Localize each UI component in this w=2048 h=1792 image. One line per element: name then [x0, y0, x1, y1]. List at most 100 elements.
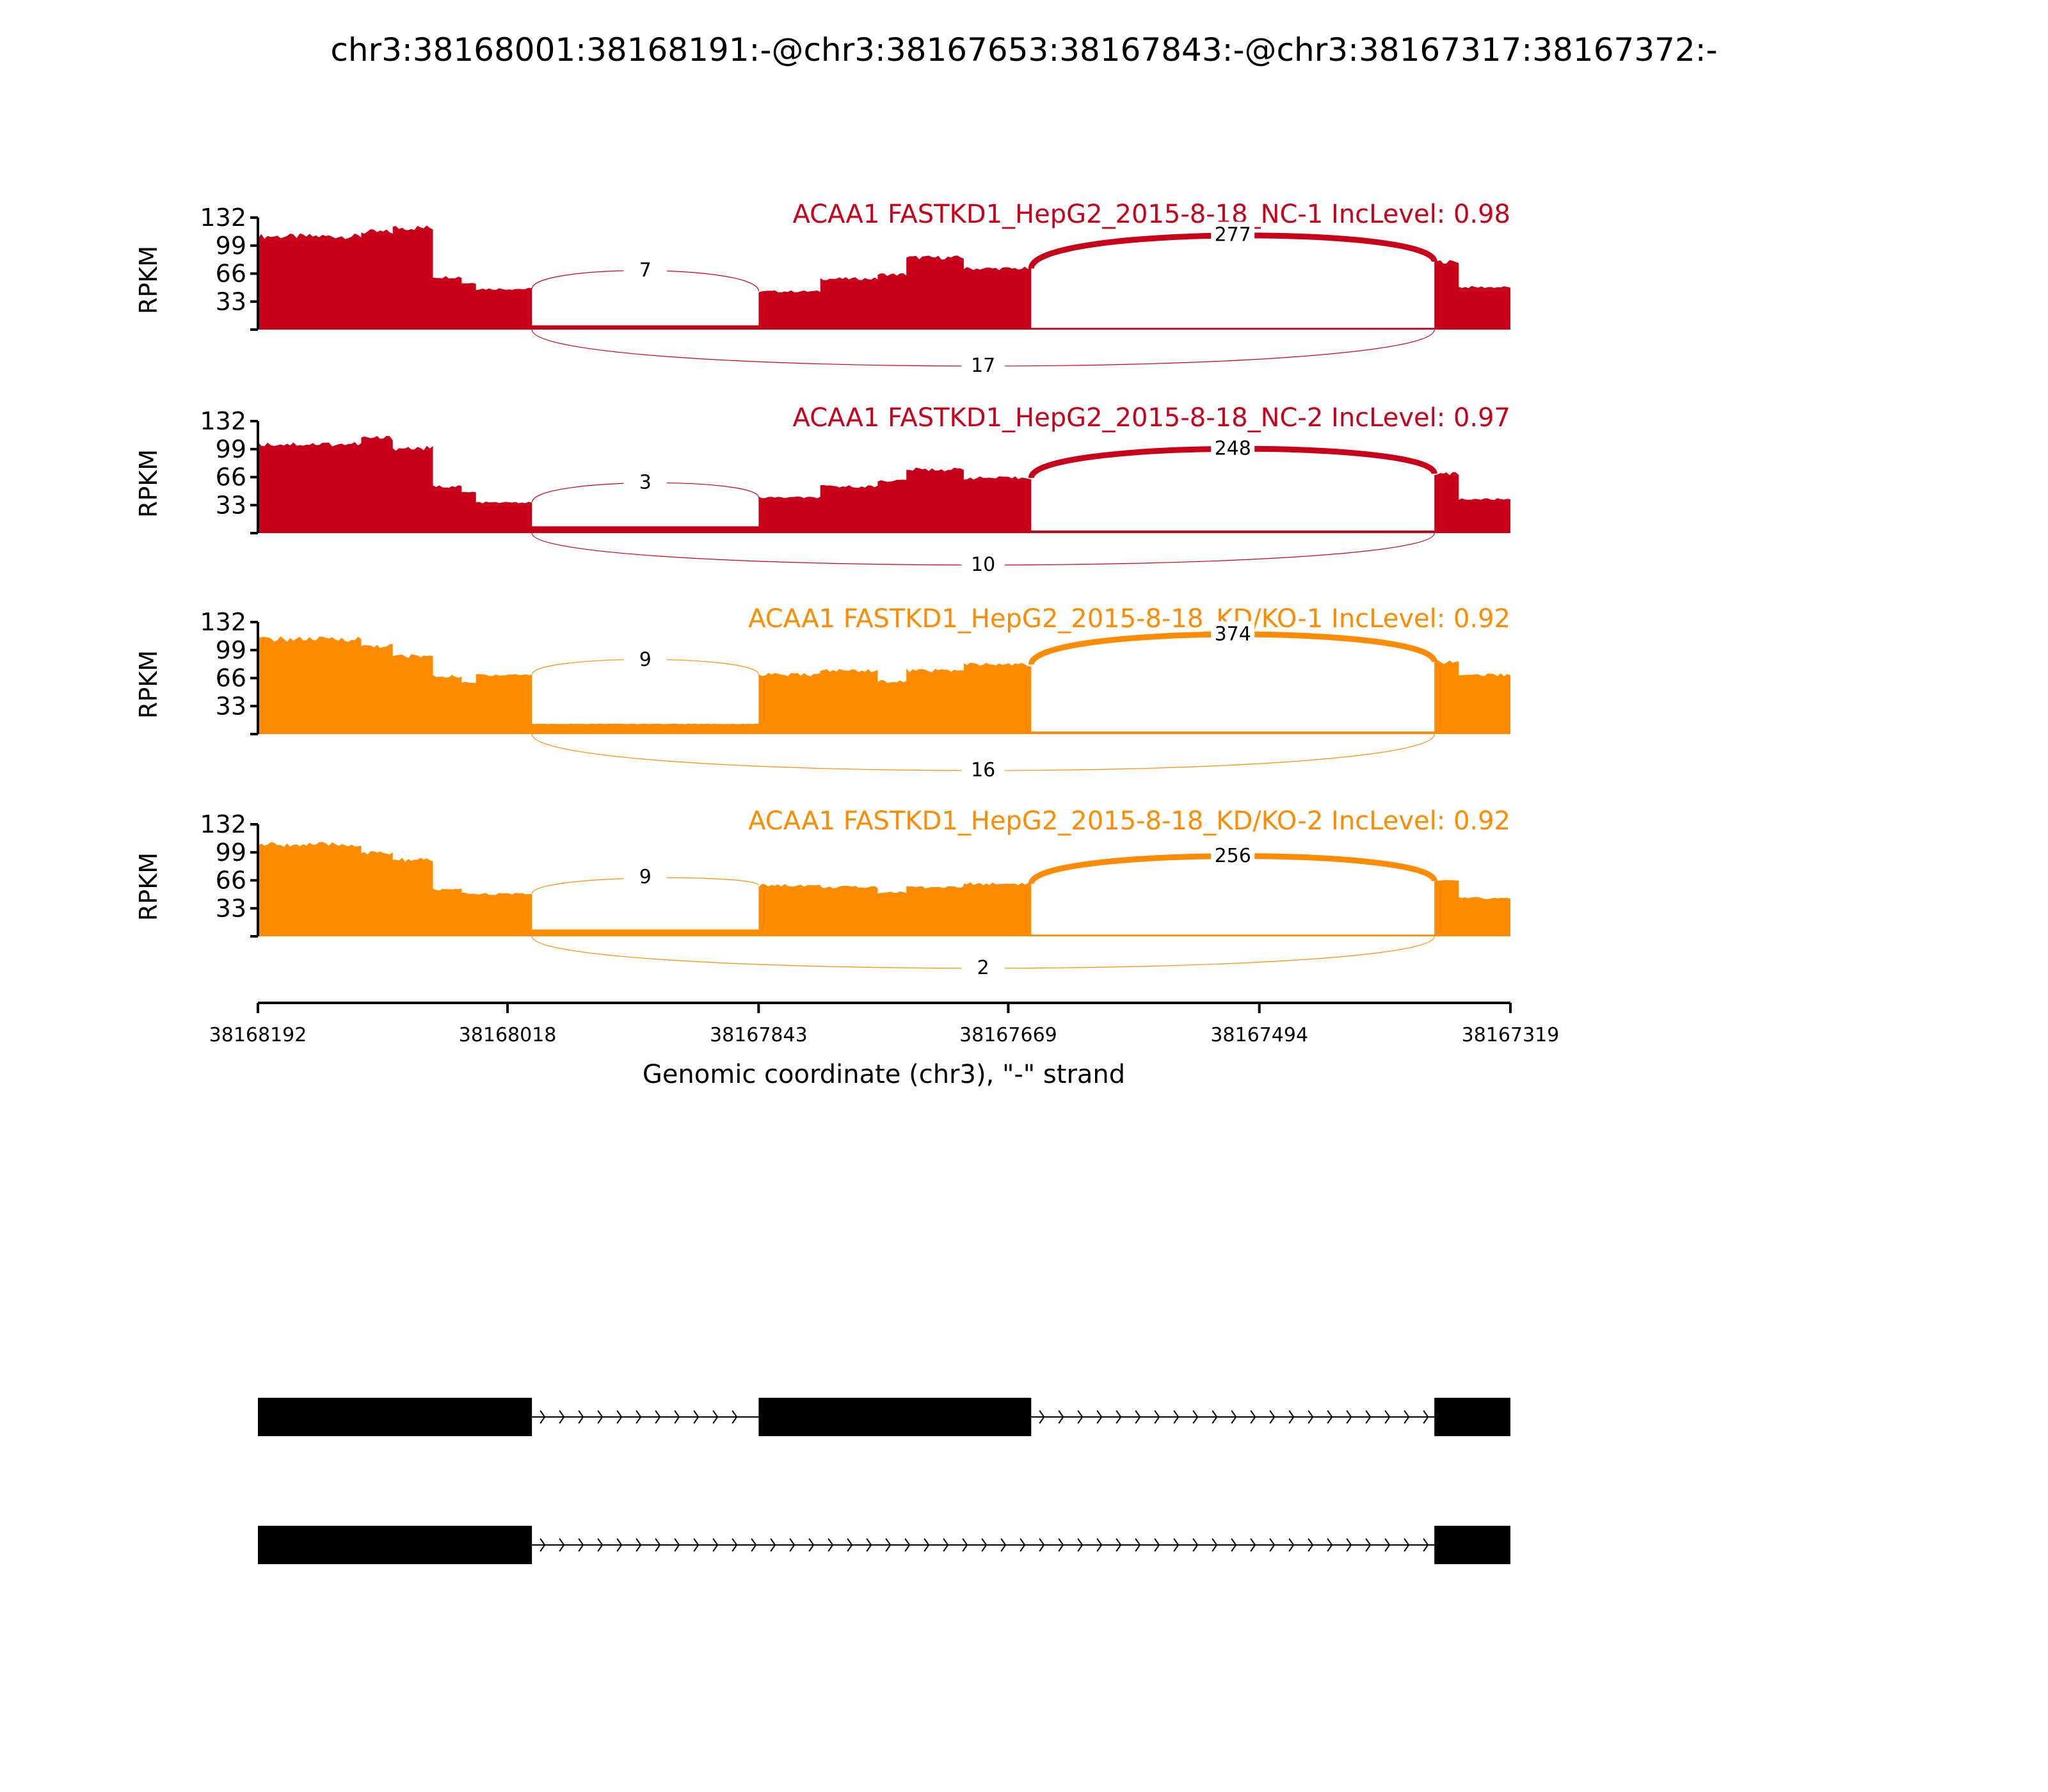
junction-read-count: 16: [971, 759, 995, 781]
strand-arrow: [1231, 1538, 1237, 1552]
strand-arrow: [1404, 1410, 1410, 1424]
strand-arrow: [1096, 1538, 1103, 1552]
strand-arrow: [655, 1410, 661, 1424]
strand-arrow: [616, 1410, 623, 1424]
junction-label-bg: [961, 353, 1005, 377]
strand-arrow: [655, 1538, 661, 1552]
strand-arrow: [636, 1538, 642, 1552]
strand-arrow: [1327, 1410, 1333, 1424]
y-axis-label: RPKM: [134, 650, 163, 719]
junction-label-bg: [1211, 843, 1255, 868]
strand-arrow: [636, 1410, 642, 1424]
strand-arrow: [1173, 1410, 1180, 1424]
strand-arrow: [1154, 1410, 1160, 1424]
strand-arrow: [1404, 1538, 1410, 1552]
junction-label-bg: [1211, 621, 1255, 646]
coverage-area: [258, 636, 1510, 734]
y-tick-label: 132: [200, 810, 246, 838]
strand-arrow: [1116, 1410, 1122, 1424]
strand-arrow: [616, 1538, 623, 1552]
strand-arrow: [1039, 1538, 1045, 1552]
strand-arrow: [712, 1410, 719, 1424]
strand-arrow: [1346, 1538, 1352, 1552]
exon-block: [758, 1398, 1032, 1436]
strand-arrow: [1423, 1410, 1429, 1424]
x-tick-label: 38168018: [459, 1024, 557, 1046]
junction-read-count: 9: [639, 866, 652, 888]
strand-arrow: [1192, 1410, 1199, 1424]
junction-read-count: 248: [1215, 437, 1251, 460]
strand-arrow: [578, 1410, 584, 1424]
coverage-area: [258, 842, 1510, 936]
strand-arrow: [540, 1410, 546, 1424]
strand-arrow: [1288, 1538, 1295, 1552]
strand-arrow: [1058, 1538, 1064, 1552]
junction-label-bg: [961, 552, 1005, 576]
panel-label: ACAA1 FASTKD1_HepG2_2015-8-18_KD/KO-1 In…: [748, 604, 1510, 634]
y-tick-label: 33: [216, 491, 246, 519]
y-tick-label: 99: [216, 636, 246, 664]
strand-arrow: [1365, 1538, 1372, 1552]
junction-read-count: 9: [639, 648, 652, 671]
strand-arrow: [808, 1538, 815, 1552]
panel-label: ACAA1 FASTKD1_HepG2_2015-8-18_NC-1 IncLe…: [792, 200, 1510, 229]
exon-block: [258, 1526, 532, 1564]
strand-arrow: [1077, 1410, 1084, 1424]
junction-read-count: 3: [639, 471, 652, 493]
junction-read-count: 256: [1215, 845, 1251, 867]
strand-arrow: [1135, 1538, 1141, 1552]
strand-arrow: [712, 1538, 719, 1552]
y-tick-label: 132: [200, 608, 246, 636]
exon-block: [1434, 1398, 1510, 1436]
strand-arrow: [1154, 1538, 1160, 1552]
junction-label-bg: [961, 757, 1005, 781]
isoform-2: [258, 1526, 1510, 1564]
y-tick-label: 33: [216, 287, 246, 316]
strand-arrow: [597, 1410, 604, 1424]
strand-arrow: [1308, 1538, 1314, 1552]
y-tick-label: 132: [200, 204, 246, 232]
strand-arrow: [1250, 1538, 1256, 1552]
y-tick-label: 66: [216, 260, 246, 288]
strand-arrow: [1192, 1538, 1199, 1552]
junction-label-bg: [961, 955, 1005, 979]
strand-arrow: [828, 1538, 834, 1552]
strand-arrow: [924, 1538, 930, 1552]
x-tick-label: 38167319: [1462, 1024, 1560, 1046]
strand-arrow: [885, 1538, 892, 1552]
strand-arrow: [732, 1538, 738, 1552]
junction-label-bg: [623, 864, 668, 889]
strand-arrow: [1250, 1410, 1256, 1424]
strand-arrow: [789, 1538, 796, 1552]
strand-arrow: [693, 1410, 700, 1424]
strand-arrow: [1096, 1410, 1103, 1424]
strand-arrow: [770, 1538, 776, 1552]
y-tick-label: 99: [216, 435, 246, 463]
y-tick-label: 33: [216, 894, 246, 922]
junction-read-count: 374: [1215, 623, 1251, 646]
strand-arrow: [943, 1538, 949, 1552]
strand-arrow: [1020, 1538, 1026, 1552]
panel-label: ACAA1 FASTKD1_HepG2_2015-8-18_KD/KO-2 In…: [748, 806, 1510, 836]
strand-arrow: [847, 1538, 853, 1552]
figure-title: chr3:38168001:38168191:-@chr3:38167653:3…: [330, 31, 1717, 68]
strand-arrow: [1212, 1538, 1218, 1552]
strand-arrow: [732, 1410, 738, 1424]
strand-arrow: [1135, 1410, 1141, 1424]
strand-arrow: [1308, 1410, 1314, 1424]
strand-arrow: [1000, 1538, 1007, 1552]
y-tick-label: 33: [216, 692, 246, 720]
strand-arrow: [866, 1538, 872, 1552]
strand-arrow: [751, 1538, 757, 1552]
x-axis-label: Genomic coordinate (chr3), "-" strand: [643, 1060, 1125, 1089]
strand-arrow: [1231, 1410, 1237, 1424]
junction-label-bg: [1211, 221, 1255, 246]
strand-arrow: [693, 1538, 700, 1552]
strand-arrow: [1269, 1410, 1276, 1424]
y-tick-label: 132: [200, 407, 246, 435]
